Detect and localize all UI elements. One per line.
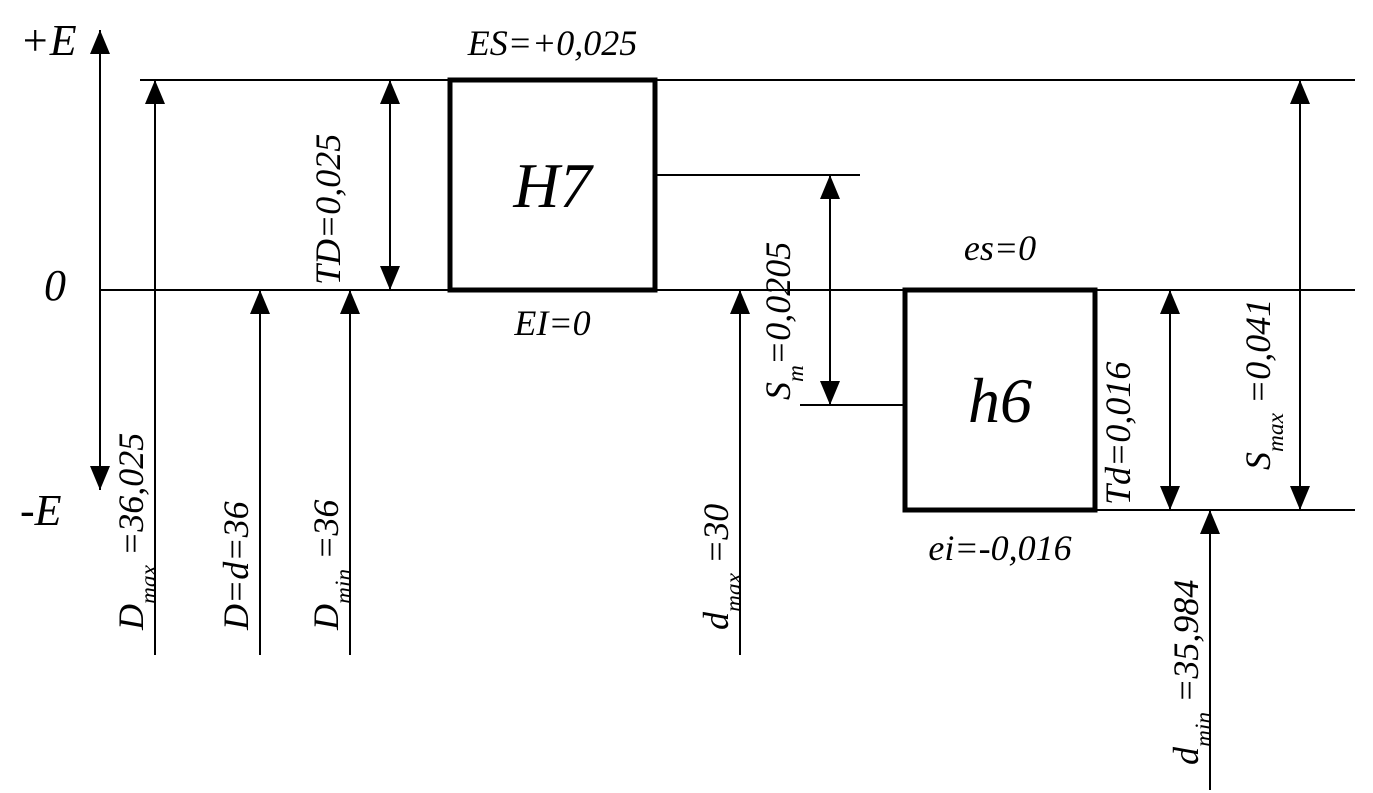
smax-label: Smax =0,041 xyxy=(1238,299,1289,470)
td-label: TD=0,025 xyxy=(308,134,348,285)
ei-lower-label: ei=-0,016 xyxy=(928,528,1071,568)
Dd-label: D=d=36 xyxy=(216,501,256,631)
Dd-witness: D=d=36 xyxy=(216,290,270,655)
dmin-witness: dmin =35,984 xyxy=(1166,510,1220,790)
h7-label: H7 xyxy=(512,150,594,221)
tolerance-diagram: +E 0 -E H7 ES=+0,025 EI=0 h6 es=0 ei=-0,016 Sm=0,… xyxy=(0,0,1373,793)
td-lower-label: Td=0,016 xyxy=(1098,362,1138,505)
dmax-witness: dmax =30 xyxy=(696,290,750,655)
plus-e-label: +E xyxy=(20,16,77,65)
es-lower-label: es=0 xyxy=(964,228,1036,268)
h6-label: h6 xyxy=(968,365,1032,436)
es-label: ES=+0,025 xyxy=(467,23,638,63)
ei-label: EI=0 xyxy=(513,303,590,343)
sm-label: Sm=0,0205 xyxy=(758,242,809,400)
Dmin-witness: Dmin =36 xyxy=(306,290,360,655)
Dmax-witness: Dmax =36,025 xyxy=(111,80,165,655)
zero-label: 0 xyxy=(44,261,66,310)
minus-e-label: -E xyxy=(20,486,62,535)
